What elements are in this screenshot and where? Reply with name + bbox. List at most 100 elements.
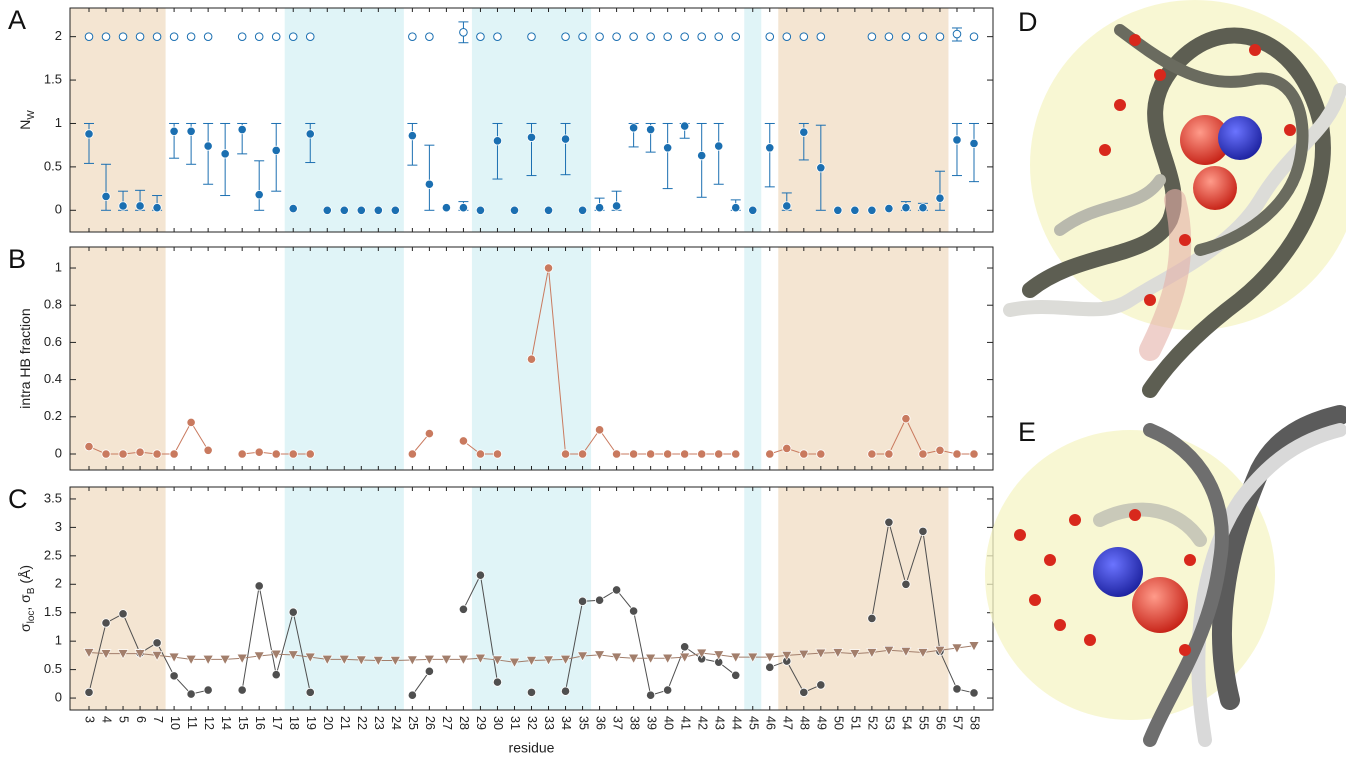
data-point <box>527 355 535 363</box>
data-point <box>255 190 263 198</box>
data-point <box>936 446 944 454</box>
data-point <box>221 150 229 158</box>
data-point <box>936 194 944 202</box>
data-point <box>698 33 706 41</box>
data-point <box>613 33 621 41</box>
data-point <box>238 33 246 41</box>
error-bar <box>663 123 673 188</box>
data-point <box>238 125 246 133</box>
data-point <box>766 450 774 458</box>
data-point <box>85 688 93 696</box>
error-bar <box>220 123 230 195</box>
y-axis-label-part: N <box>17 120 33 130</box>
data-point <box>732 671 740 679</box>
y-tick-label: 3.5 <box>44 490 62 505</box>
data-point <box>170 672 178 680</box>
data-point <box>800 450 808 458</box>
x-tick-label: 52 <box>866 716 880 730</box>
data-point <box>663 450 671 458</box>
data-point <box>646 450 654 458</box>
data-point <box>817 450 825 458</box>
data-point <box>119 450 127 458</box>
data-point <box>783 33 791 41</box>
data-point <box>749 206 757 214</box>
data-point <box>647 33 655 41</box>
data-point <box>663 144 671 152</box>
data-point <box>800 688 808 696</box>
x-tick-label: 40 <box>661 716 675 730</box>
data-point <box>238 450 246 458</box>
data-point <box>919 527 927 535</box>
error-bar <box>969 123 979 181</box>
data-point <box>272 146 280 154</box>
data-point <box>629 450 637 458</box>
x-tick-label: 32 <box>525 716 539 730</box>
data-point <box>817 681 825 689</box>
x-tick-label: 48 <box>798 716 812 730</box>
data-point <box>102 33 110 41</box>
data-point <box>783 444 791 452</box>
data-point <box>936 33 944 41</box>
x-tick-label: 51 <box>849 716 863 730</box>
data-point <box>800 128 808 136</box>
data-point <box>340 206 348 214</box>
x-tick-label: 11 <box>185 716 199 729</box>
shaded-band <box>285 247 404 470</box>
y-tick-label: 0 <box>55 445 62 460</box>
x-tick-label: 27 <box>440 716 454 730</box>
data-point <box>561 687 569 695</box>
data-point <box>578 597 586 605</box>
data-point <box>562 33 570 41</box>
data-point <box>204 142 212 150</box>
data-point <box>306 33 314 41</box>
y-axis-label-part: , σ <box>17 594 33 611</box>
data-point <box>374 206 382 214</box>
x-tick-label: 44 <box>729 716 743 730</box>
data-point <box>425 667 433 675</box>
y-axis-label: σloc, σB (Å) <box>17 565 37 632</box>
error-bar <box>271 123 281 191</box>
data-point <box>834 206 842 214</box>
y-axis-label-part: (Å) <box>17 565 33 588</box>
data-point <box>596 33 604 41</box>
x-tick-label: 49 <box>815 716 829 730</box>
x-tick-label: 37 <box>610 716 624 730</box>
data-point <box>970 450 978 458</box>
x-tick-label: 30 <box>491 716 505 730</box>
y-tick-label: 0.6 <box>44 334 62 349</box>
x-tick-label: 38 <box>627 716 641 730</box>
data-point <box>255 448 263 456</box>
data-point <box>732 33 740 41</box>
data-point <box>459 203 467 211</box>
structure-render-e <box>985 415 1340 740</box>
data-point <box>680 122 688 130</box>
data-point <box>102 450 110 458</box>
panel-label: D <box>1018 7 1038 37</box>
y-tick-label: 2 <box>55 28 62 43</box>
shaded-band <box>70 8 166 232</box>
x-tick-label: 50 <box>832 716 846 730</box>
data-point <box>170 127 178 135</box>
data-point <box>442 203 450 211</box>
data-point <box>561 135 569 143</box>
data-point <box>630 33 638 41</box>
shaded-band <box>472 8 591 232</box>
x-tick-label: 15 <box>236 716 250 730</box>
y-tick-label: 2.5 <box>44 547 62 562</box>
x-tick-label: 25 <box>406 716 420 730</box>
data-point <box>715 33 723 41</box>
data-point <box>612 586 620 594</box>
x-tick-label: 23 <box>372 716 386 730</box>
data-point <box>578 206 586 214</box>
data-point <box>885 518 893 526</box>
data-point <box>425 429 433 437</box>
x-tick-label: 43 <box>712 716 726 730</box>
data-point <box>663 686 671 694</box>
y-axis-label: intra HB fraction <box>17 308 33 408</box>
data-point <box>817 33 825 41</box>
shaded-band <box>744 8 761 232</box>
data-point <box>306 688 314 696</box>
data-point <box>272 450 280 458</box>
shaded-band <box>778 8 948 232</box>
y-axis-label-part: W <box>26 110 37 120</box>
